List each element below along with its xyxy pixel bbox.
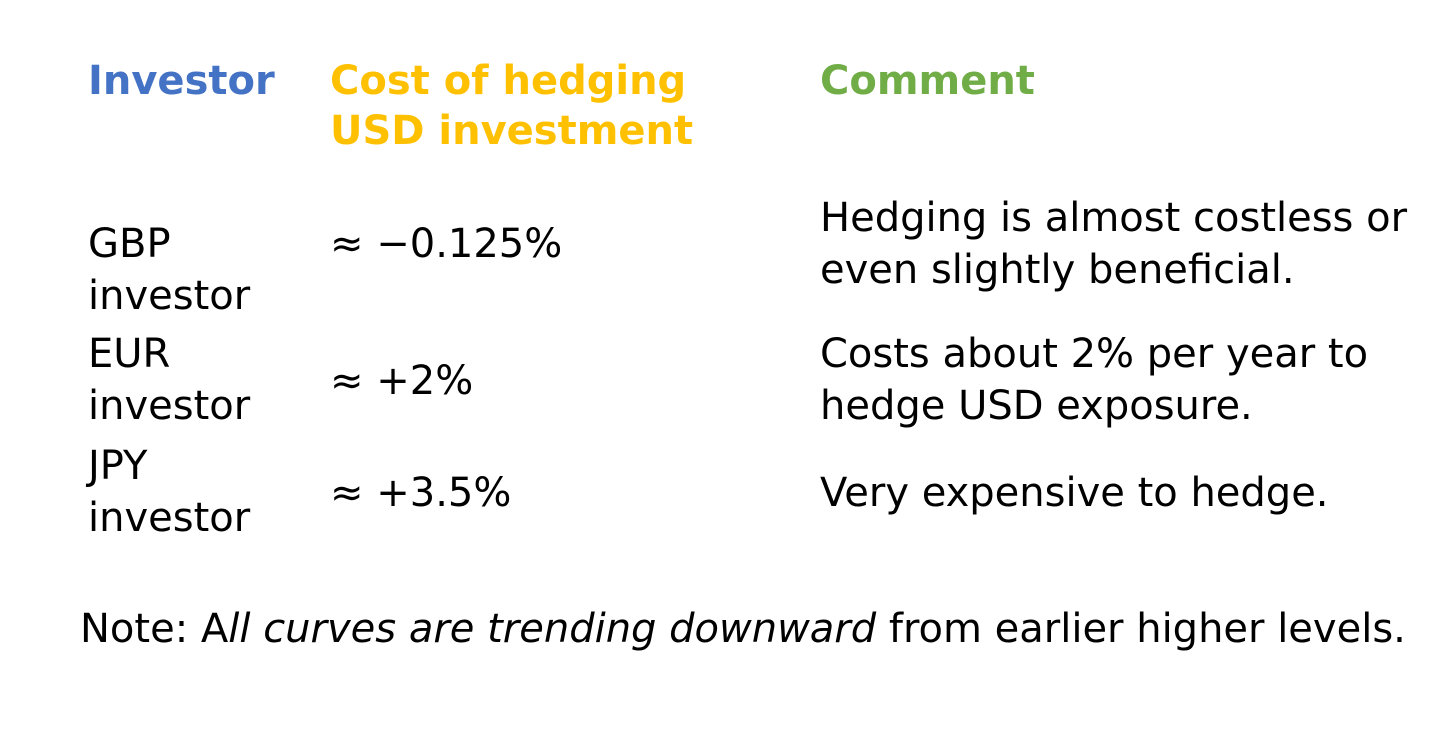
table-row-comment: Hedging is almost costless or even sligh… bbox=[820, 195, 1408, 293]
table-row-investor: EUR investor bbox=[88, 331, 251, 429]
footnote-prefix: Note: A bbox=[80, 606, 229, 652]
table-row-investor: GBP investor bbox=[88, 221, 251, 319]
table-row-investor: JPY investor bbox=[88, 443, 251, 541]
footnote-suffix: from earlier higher levels. bbox=[876, 606, 1406, 652]
table-row-cost: ≈ −0.125% bbox=[330, 221, 563, 267]
table-row-comment: Very expensive to hedge. bbox=[820, 470, 1329, 516]
table-row-cost: ≈ +3.5% bbox=[330, 470, 512, 516]
table-row-cost: ≈ +2% bbox=[330, 358, 474, 404]
footnote: Note: All curves are trending downward f… bbox=[80, 603, 1420, 656]
cost-column-header: Cost of hedging USD investment bbox=[330, 58, 694, 154]
investor-column-header: Investor bbox=[88, 58, 275, 104]
footnote-emphasis: ll curves are trending downward bbox=[228, 606, 877, 652]
table-row-comment: Costs about 2% per year to hedge USD exp… bbox=[820, 331, 1369, 429]
comment-column-header: Comment bbox=[820, 58, 1035, 104]
